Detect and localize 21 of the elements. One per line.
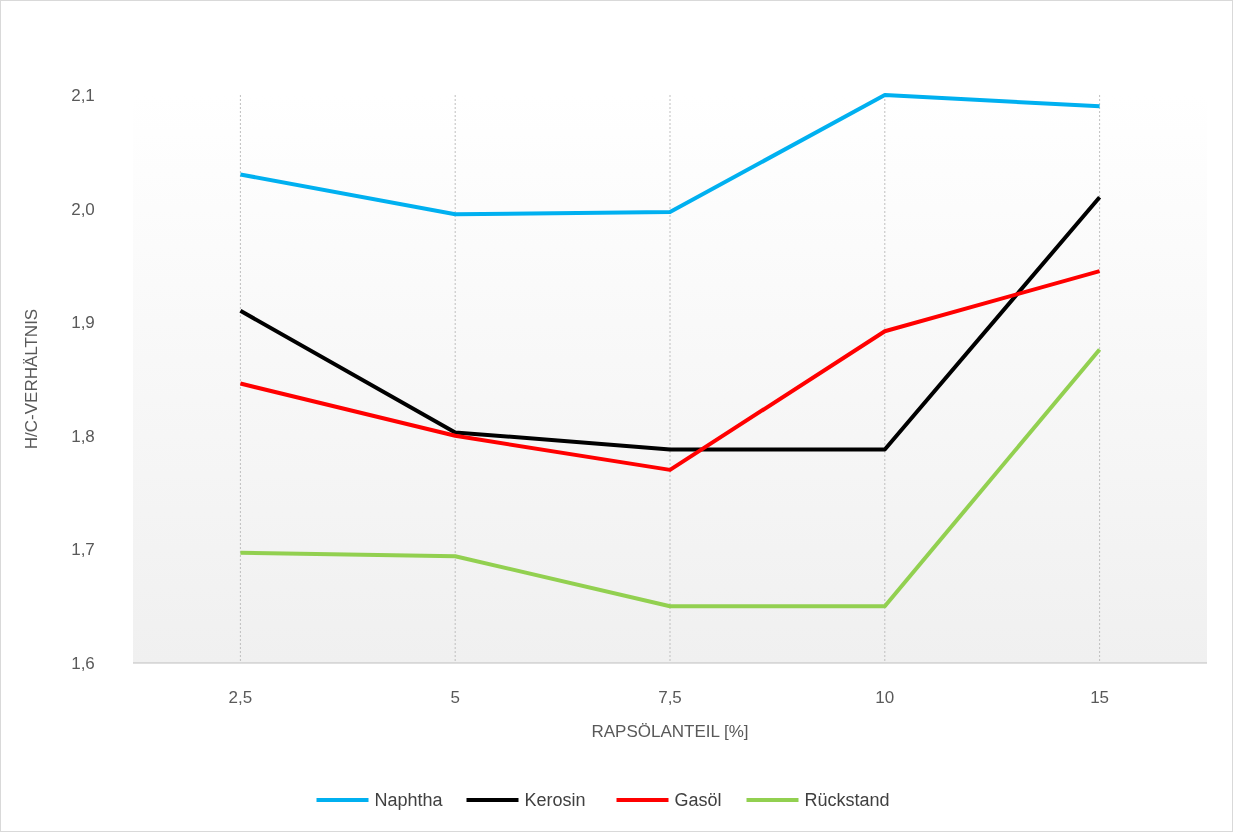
y-axis-title: H/C-VERHÄLTNIS bbox=[22, 308, 41, 450]
line-series bbox=[238, 269, 1102, 472]
legend-label: Rückstand bbox=[804, 790, 890, 811]
x-tick-label: 7,5 bbox=[658, 688, 682, 707]
y-tick-label: 2,0 bbox=[71, 199, 95, 219]
line-series bbox=[238, 347, 1102, 609]
y-tick-label: 1,8 bbox=[71, 426, 95, 446]
line-series bbox=[238, 195, 1102, 452]
y-tick-label: 2,1 bbox=[71, 85, 95, 105]
y-tick-label: 1,7 bbox=[71, 540, 95, 560]
y-tick-label: 1,6 bbox=[71, 653, 95, 673]
x-axis-title: RAPSÖLANTEIL [%] bbox=[591, 722, 749, 741]
line-series bbox=[238, 93, 1102, 217]
y-tick-label: 1,9 bbox=[71, 313, 95, 333]
x-tick-label: 5 bbox=[450, 688, 460, 707]
legend-label: Naphtha bbox=[374, 790, 444, 811]
x-tick-label: 10 bbox=[875, 688, 895, 707]
legend-label: Gasöl bbox=[674, 790, 722, 811]
x-tick-label: 2,5 bbox=[228, 688, 253, 707]
x-tick-label: 15 bbox=[1090, 688, 1110, 707]
legend-label: Kerosin bbox=[524, 790, 586, 811]
